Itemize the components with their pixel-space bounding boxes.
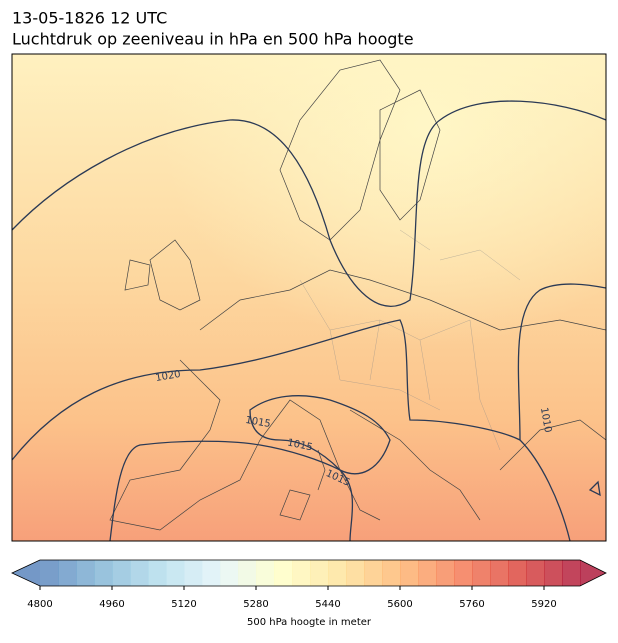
colorbar-frame bbox=[11, 559, 607, 587]
colorbar-segment bbox=[184, 560, 203, 586]
title-line: 13-05-1826 12 UTC bbox=[12, 9, 167, 28]
colorbar-segment bbox=[382, 560, 401, 586]
colorbar-tick-label: 4960 bbox=[99, 599, 124, 610]
contour-label: 1015 bbox=[286, 437, 313, 453]
isobar bbox=[12, 100, 606, 307]
colorbar-segment bbox=[148, 560, 167, 586]
colorbar-segment bbox=[130, 560, 149, 586]
colorbar-tick-label: 5440 bbox=[315, 599, 340, 610]
colorbar-segment bbox=[220, 560, 239, 586]
colorbar-segment bbox=[202, 560, 221, 586]
colorbar-segment bbox=[472, 560, 491, 586]
colorbar-segment bbox=[544, 560, 563, 586]
colorbar-segment bbox=[454, 560, 473, 586]
colorbar-segment bbox=[418, 560, 437, 586]
map: 1020 1015 1015 1015 1010 bbox=[12, 54, 606, 541]
colorbar-tick-label: 5760 bbox=[459, 599, 484, 610]
colorbar-tick-label: 5280 bbox=[243, 599, 268, 610]
colorbar-tick-label: 4800 bbox=[27, 599, 52, 610]
colorbar-segment bbox=[562, 560, 581, 586]
colorbar-extend-high bbox=[580, 560, 606, 586]
colorbar-segment bbox=[490, 560, 509, 586]
colorbar-tick-label: 5120 bbox=[171, 599, 196, 610]
colorbar-segment bbox=[436, 560, 455, 586]
colorbar-extend-low bbox=[12, 560, 40, 586]
coastline bbox=[109, 59, 606, 531]
colorbar-tick-label: 5600 bbox=[387, 599, 412, 610]
colorbar-segment bbox=[256, 560, 275, 586]
isobar bbox=[109, 440, 354, 541]
colorbar-segment bbox=[508, 560, 527, 586]
isobar bbox=[519, 439, 601, 541]
contour-label: 1015 bbox=[244, 415, 271, 430]
colorbar-segment bbox=[292, 560, 311, 586]
map-frame bbox=[11, 53, 607, 542]
colorbar: 4800 4960 5120 5280 5440 5600 5760 5920 bbox=[11, 559, 607, 610]
colorbar-tick-label: 5920 bbox=[531, 599, 556, 610]
colorbar-segment bbox=[274, 560, 293, 586]
colorbar-segment bbox=[94, 560, 113, 586]
colorbar-segment bbox=[76, 560, 95, 586]
colorbar-segment bbox=[364, 560, 383, 586]
contour-label: 1010 bbox=[538, 407, 553, 434]
colorbar-label: 500 hPa hoogte in meter bbox=[247, 617, 372, 628]
colorbar-segment bbox=[310, 560, 329, 586]
isobar bbox=[12, 283, 606, 461]
isobar bbox=[249, 395, 391, 475]
colorbar-segment bbox=[238, 560, 257, 586]
subtitle-line: Luchtdruk op zeeniveau in hPa en 500 hPa… bbox=[12, 30, 414, 49]
colorbar-segment bbox=[112, 560, 131, 586]
colorbar-segment bbox=[346, 560, 365, 586]
colorbar-segment bbox=[58, 560, 77, 586]
colorbar-segment bbox=[40, 560, 59, 586]
colorbar-segment bbox=[166, 560, 185, 586]
height-field-high bbox=[12, 54, 606, 541]
colorbar-segment bbox=[526, 560, 545, 586]
contour-label: 1020 bbox=[155, 369, 182, 384]
colorbar-segment bbox=[400, 560, 419, 586]
country-border bbox=[299, 229, 521, 451]
colorbar-segment bbox=[328, 560, 347, 586]
